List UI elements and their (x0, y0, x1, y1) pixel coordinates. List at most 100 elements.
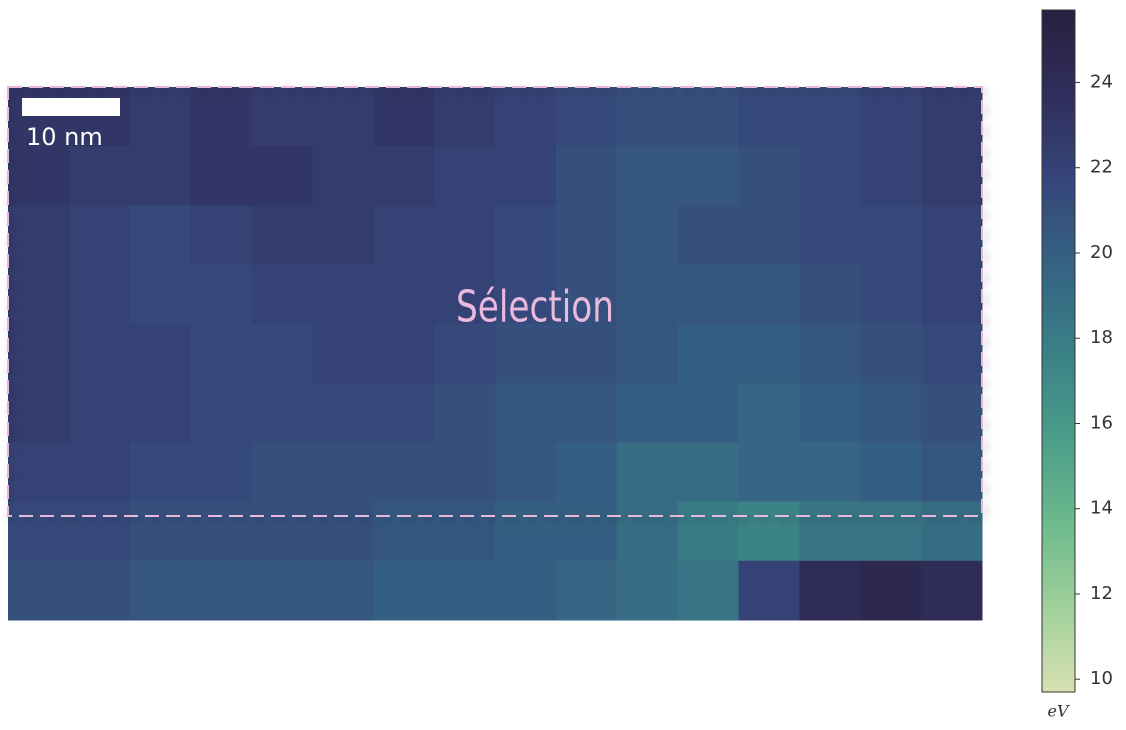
heatmap-cell (251, 205, 313, 266)
heatmap-cell (738, 323, 800, 384)
heatmap-cell (312, 323, 374, 384)
heatmap-cell (677, 146, 739, 206)
heatmap-cell (799, 323, 861, 384)
colorbar-tick-label: 10 (1090, 668, 1113, 689)
heatmap-cell (495, 560, 557, 621)
heatmap-cell (921, 560, 983, 621)
heatmap-cell (860, 442, 922, 503)
heatmap-cell (434, 146, 496, 206)
heatmap-cell (738, 442, 800, 503)
heatmap-cell (799, 205, 861, 266)
heatmap-cell (312, 205, 374, 266)
heatmap-cell (251, 323, 313, 384)
heatmap-cell (190, 146, 252, 206)
heatmap-cell (8, 264, 70, 325)
heatmap-cell (434, 501, 496, 562)
heatmap-cell (677, 560, 739, 621)
heatmap-cell (495, 205, 557, 266)
heatmap-cell (129, 87, 192, 147)
heatmap-cell (251, 146, 313, 206)
heatmap-cell (860, 383, 922, 443)
heatmap-cell (616, 323, 679, 384)
heatmap-cell (799, 146, 861, 206)
heatmap-cell (8, 383, 70, 443)
heatmap-cell (373, 205, 435, 266)
heatmap-cell (8, 560, 70, 621)
heatmap-cell (677, 264, 739, 325)
colorbar-tick-label: 18 (1090, 327, 1113, 348)
heatmap-cell (495, 87, 557, 147)
heatmap-cell (251, 560, 313, 621)
heatmap-cell (68, 383, 131, 443)
heatmap-cell (129, 560, 192, 621)
colorbar (1041, 9, 1076, 693)
heatmap-cell (921, 87, 983, 147)
heatmap-cell (921, 501, 983, 562)
heatmap-cell (860, 87, 922, 147)
heatmap-cell (799, 501, 861, 562)
heatmap-cell (434, 264, 496, 325)
heatmap-cell (555, 501, 618, 562)
heatmap-cell (190, 560, 252, 621)
selection-label: Sélection (456, 282, 614, 333)
heatmap-cell (190, 442, 252, 503)
heatmap-cell (373, 264, 435, 325)
heatmap-cell (616, 383, 679, 443)
scale-bar (22, 98, 120, 116)
heatmap-cell (738, 560, 800, 621)
scale-bar-label: 10 nm (26, 123, 103, 151)
heatmap-cell (738, 87, 800, 147)
heatmap-cell (373, 146, 435, 206)
heatmap-cell (677, 87, 739, 147)
heatmap-cell (677, 501, 739, 562)
colorbar-tick-label: 14 (1090, 498, 1113, 519)
heatmap-cell (190, 383, 252, 443)
heatmap-cell (860, 323, 922, 384)
heatmap-cell (860, 501, 922, 562)
heatmap-cell (68, 501, 131, 562)
heatmap-cell (495, 146, 557, 206)
heatmap-cell (555, 323, 618, 384)
heatmap-cell (312, 146, 374, 206)
heatmap-cell (68, 323, 131, 384)
heatmap-cell (68, 442, 131, 503)
heatmap-cell (129, 205, 192, 266)
heatmap-cell (555, 442, 618, 503)
heatmap-cell (860, 264, 922, 325)
heatmap-cell (799, 383, 861, 443)
heatmap-cell (373, 560, 435, 621)
heatmap-cell (677, 383, 739, 443)
heatmap-cell (677, 442, 739, 503)
heatmap-cell (68, 205, 131, 266)
colorbar-tick-label: 16 (1090, 412, 1113, 433)
heatmap-cell (312, 501, 374, 562)
heatmap-cell (129, 501, 192, 562)
colorbar-tick-label: 24 (1090, 71, 1113, 92)
heatmap-cell (190, 501, 252, 562)
heatmap-cell (312, 87, 374, 147)
heatmap-cell (495, 501, 557, 562)
heatmap-cell (251, 87, 313, 147)
heatmap-cell (251, 264, 313, 325)
heatmap-cell (129, 323, 192, 384)
heatmap-cell (738, 383, 800, 443)
heatmap-cell (921, 323, 983, 384)
heatmap-cell (68, 264, 131, 325)
heatmap-cell (616, 264, 679, 325)
heatmap-cell (312, 442, 374, 503)
heatmap-cell (251, 383, 313, 443)
heatmap-cell (799, 560, 861, 621)
heatmap-cell (434, 87, 496, 147)
heatmap-cell (921, 383, 983, 443)
heatmap-cell (312, 560, 374, 621)
heatmap-cell (8, 442, 70, 503)
heatmap-cell (799, 87, 861, 147)
heatmap-cell (555, 87, 618, 147)
heatmap-cell (251, 501, 313, 562)
heatmap-cell (190, 264, 252, 325)
heatmap-cell (434, 560, 496, 621)
heatmap-cell (860, 146, 922, 206)
heatmap-cell (68, 87, 131, 147)
heatmap-cell (495, 383, 557, 443)
